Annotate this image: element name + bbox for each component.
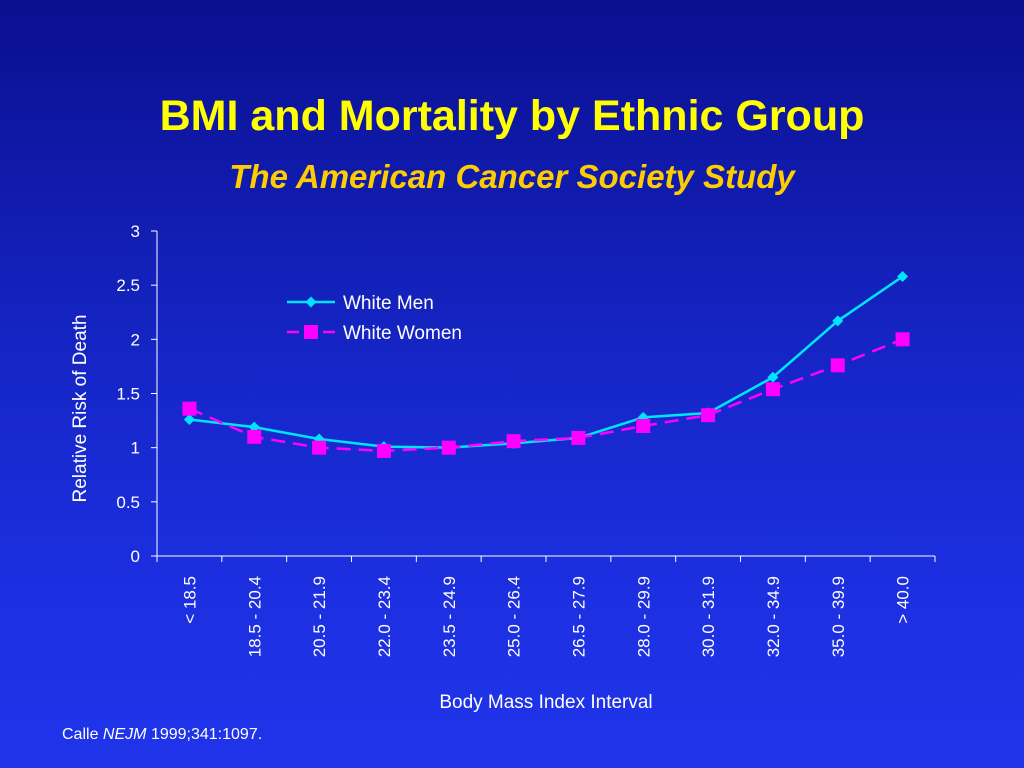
- data-point-white-women: [312, 440, 327, 455]
- y-tick-label: 1.5: [116, 385, 140, 404]
- x-tick-label: > 40.0: [894, 576, 913, 624]
- data-point-white-women: [701, 408, 716, 423]
- x-tick-label: < 18.5: [180, 576, 199, 624]
- data-point-white-women: [376, 443, 391, 458]
- x-tick-label: 18.5 - 20.4: [245, 576, 264, 657]
- x-tick-label: 35.0 - 39.9: [829, 576, 848, 657]
- x-tick-label: 25.0 - 26.4: [505, 576, 524, 657]
- legend-label: White Women: [343, 323, 462, 344]
- y-tick-label: 0: [131, 547, 140, 566]
- data-point-white-women: [506, 434, 521, 449]
- y-axis-title: Relative Risk of Death: [70, 315, 91, 503]
- legend-marker: [304, 325, 318, 339]
- x-tick-label: 23.5 - 24.9: [440, 576, 459, 657]
- data-point-white-men: [183, 414, 195, 425]
- data-point-white-women: [441, 440, 456, 455]
- y-tick-label: 2: [131, 330, 140, 349]
- citation-author: Calle: [62, 726, 99, 743]
- x-tick-label: 32.0 - 34.9: [764, 576, 783, 657]
- legend-label: White Men: [343, 293, 434, 314]
- data-point-white-women: [895, 332, 910, 347]
- x-axis-title: Body Mass Index Interval: [439, 692, 652, 713]
- y-tick-label: 1: [131, 439, 140, 458]
- data-point-white-women: [765, 382, 780, 397]
- data-point-white-men: [897, 271, 909, 282]
- data-point-white-men: [832, 315, 844, 327]
- slide-subtitle: The American Cancer Society Study: [229, 158, 795, 195]
- y-tick-label: 2.5: [116, 276, 140, 295]
- x-tick-label: 30.0 - 31.9: [699, 576, 718, 657]
- slide-title: BMI and Mortality by Ethnic Group: [159, 92, 865, 140]
- y-tick-label: 3: [131, 222, 140, 241]
- citation: Calle NEJM 1999;341:1097.: [62, 726, 262, 744]
- legend-marker: [305, 296, 317, 308]
- x-tick-label: 22.0 - 23.4: [375, 576, 394, 657]
- series-line-white-women: [188, 338, 904, 453]
- x-tick-label: 26.5 - 27.9: [569, 576, 588, 657]
- y-tick-label: 0.5: [116, 493, 140, 512]
- data-point-white-women: [636, 419, 651, 433]
- citation-reference: 1999;341:1097.: [150, 726, 263, 743]
- data-point-white-women: [182, 401, 197, 416]
- citation-journal: NEJM: [102, 726, 147, 743]
- data-point-white-women: [247, 429, 262, 444]
- data-point-white-men: [767, 371, 779, 383]
- x-tick-label: 28.0 - 29.9: [634, 576, 653, 657]
- data-point-white-women: [571, 430, 586, 445]
- x-tick-label: 20.5 - 21.9: [310, 576, 329, 657]
- data-point-white-women: [830, 358, 845, 373]
